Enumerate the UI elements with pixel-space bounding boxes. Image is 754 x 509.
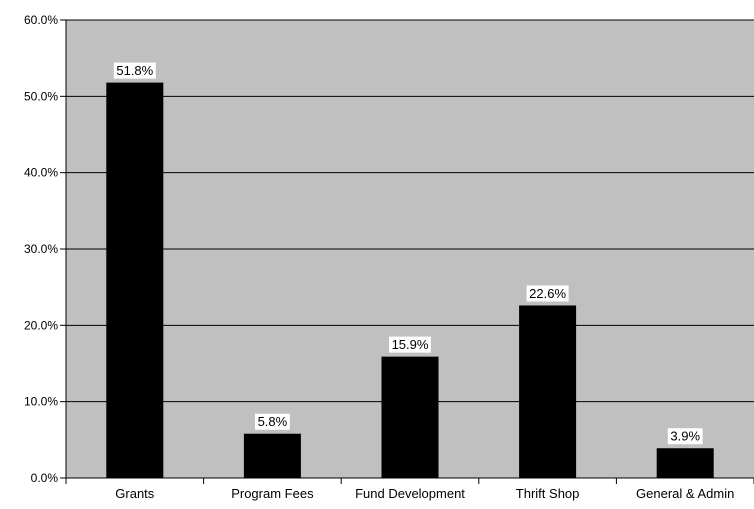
y-tick-label: 0.0% [31, 471, 59, 485]
bar [106, 82, 164, 479]
y-tick-label: 20.0% [24, 318, 58, 332]
data-label-box [113, 62, 156, 79]
data-label: 3.9% [670, 429, 700, 444]
data-labels: 51.8% 5.8% 15.9% 22.6% 3.9% [113, 62, 703, 445]
x-tick-label: Fund Development [355, 486, 465, 501]
bar [519, 305, 577, 478]
y-tick-label: 40.0% [24, 166, 58, 180]
x-tick-label: General & Admin [636, 486, 734, 501]
y-tick-label: 10.0% [24, 395, 58, 409]
y-tick-label: 50.0% [24, 89, 58, 103]
axes: 0.0% 10.0% 20.0% 30.0% 40.0% 50.0% 60.0% Grants… [24, 13, 754, 501]
x-tick-label: Thrift Shop [516, 486, 580, 501]
bar [381, 356, 439, 478]
data-label-box [255, 413, 290, 430]
bar [243, 433, 301, 478]
data-label-box [389, 336, 431, 353]
data-label: 22.6% [529, 286, 566, 301]
y-tick-label: 60.0% [24, 13, 58, 27]
x-tick-label: Grants [115, 486, 155, 501]
data-label-box [667, 428, 703, 445]
bar [656, 448, 714, 478]
data-label-box [526, 285, 569, 302]
x-tick-label: Program Fees [231, 486, 314, 501]
data-label: 5.8% [258, 414, 288, 429]
data-label: 51.8% [116, 63, 153, 78]
gridlines [66, 19, 754, 403]
data-label: 15.9% [392, 337, 429, 352]
bars [106, 82, 714, 479]
y-tick-label: 30.0% [24, 242, 58, 256]
